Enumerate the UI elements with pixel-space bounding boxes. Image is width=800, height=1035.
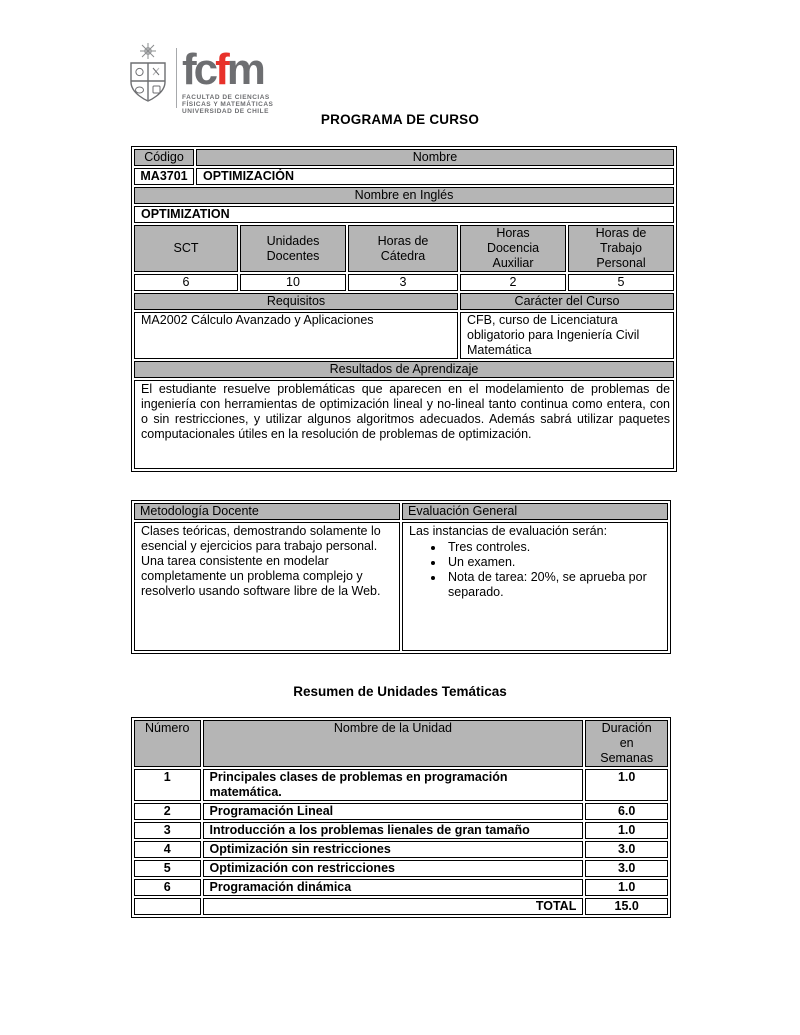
university-shield-icon: [130, 43, 166, 102]
caracter-curso-header: Carácter del Curso: [460, 293, 675, 310]
unit-name: Principales clases de problemas en progr…: [202, 769, 584, 801]
unit-duration: 1.0: [585, 879, 668, 896]
nombre-ingles-header: Nombre en Inglés: [134, 187, 675, 204]
units-summary-table: Número Nombre de la Unidad Duración en S…: [131, 717, 671, 918]
evaluacion-general-text: Las instancias de evaluación serán: Tres…: [402, 522, 668, 651]
methodology-evaluation-table: Metodología Docente Evaluación General C…: [131, 500, 671, 654]
horas-docencia-auxiliar-header: Horas Docencia Auxiliar: [460, 225, 566, 272]
unit-number: 3: [134, 822, 201, 839]
logo-text-block: fcfm FACULTAD DE CIENCIAS FÍSICAS Y MATE…: [182, 42, 273, 116]
sct-value: 6: [134, 274, 238, 291]
fcfm-acronym-part-1: fc: [182, 45, 218, 94]
fcfm-acronym: fcfm: [182, 48, 273, 92]
faculty-caption-line-1: FACULTAD DE CIENCIAS: [182, 94, 270, 101]
page-title: PROGRAMA DE CURSO: [320, 112, 480, 127]
unit-duration: 3.0: [585, 860, 668, 877]
faculty-caption-line-3: UNIVERSIDAD DE CHILE: [182, 108, 269, 115]
table-row: 5 Optimización con restricciones 3.0: [134, 860, 668, 877]
unit-number: 1: [134, 769, 201, 801]
resultados-aprendizaje-header: Resultados de Aprendizaje: [134, 361, 675, 378]
duracion-semanas-header: Duración en Semanas: [585, 720, 668, 767]
unit-name: Programación Lineal: [202, 803, 584, 820]
nombre-ingles-value: OPTIMIZATION: [134, 206, 675, 223]
faculty-caption: FACULTAD DE CIENCIAS FÍSICAS Y MATEMÁTIC…: [182, 94, 273, 115]
unit-number: 6: [134, 879, 201, 896]
fcfm-acronym-part-2: f: [215, 45, 230, 94]
evaluacion-intro: Las instancias de evaluación serán:: [409, 524, 608, 538]
codigo-value: MA3701: [134, 168, 194, 185]
unit-duration: 1.0: [585, 769, 668, 801]
horas-catedra-header: Horas de Cátedra: [348, 225, 458, 272]
table-row: 2 Programación Lineal 6.0: [134, 803, 668, 820]
table-row: 3 Introducción a los problemas lienales …: [134, 822, 668, 839]
unit-name: Optimización sin restricciones: [202, 841, 584, 858]
unit-duration: 1.0: [585, 822, 668, 839]
table-row: 1 Principales clases de problemas en pro…: [134, 769, 668, 801]
codigo-header: Código: [134, 149, 194, 166]
evaluacion-bullet-1: Tres controles.: [445, 540, 664, 555]
evaluacion-general-header: Evaluación General: [402, 503, 668, 520]
evaluacion-bullet-2: Un examen.: [445, 555, 664, 570]
numero-header: Número: [134, 720, 201, 767]
nombre-header: Nombre: [196, 149, 675, 166]
evaluacion-bullet-3: Nota de tarea: 20%, se aprueba por separ…: [445, 570, 664, 600]
unidades-docentes-value: 10: [240, 274, 346, 291]
nombre-unidad-header: Nombre de la Unidad: [202, 720, 584, 767]
horas-catedra-value: 3: [348, 274, 458, 291]
requisitos-header: Requisitos: [134, 293, 458, 310]
units-summary-title: Resumen de Unidades Temáticas: [293, 684, 507, 699]
unit-duration: 3.0: [585, 841, 668, 858]
metodologia-docente-header: Metodología Docente: [134, 503, 400, 520]
fcfm-acronym-part-3: m: [226, 45, 266, 94]
unit-name: Optimización con restricciones: [202, 860, 584, 877]
unit-duration: 6.0: [585, 803, 668, 820]
table-row: 6 Programación dinámica 1.0: [134, 879, 668, 896]
total-row: TOTAL 15.0: [134, 898, 668, 915]
requisitos-value: MA2002 Cálculo Avanzado y Aplicaciones: [134, 312, 458, 359]
nombre-value: OPTIMIZACIÓN: [196, 168, 675, 185]
faculty-caption-line-2: FÍSICAS Y MATEMÁTICAS: [182, 101, 274, 108]
resultados-aprendizaje-text: El estudiante resuelve problemáticas que…: [134, 380, 675, 469]
metodologia-docente-text: Clases teóricas, demostrando solamente l…: [134, 522, 400, 651]
metodologia-paragraph-1: Clases teóricas, demostrando solamente l…: [141, 524, 381, 553]
unit-name: Programación dinámica: [202, 879, 584, 896]
unit-number: 5: [134, 860, 201, 877]
logo-divider: [176, 48, 177, 108]
sct-header: SCT: [134, 225, 238, 272]
unit-number: 2: [134, 803, 201, 820]
evaluacion-bullet-list: Tres controles. Un examen. Nota de tarea…: [409, 540, 664, 600]
course-info-table: Código Nombre MA3701 OPTIMIZACIÓN Nombre…: [131, 146, 678, 472]
horas-trabajo-personal-value: 5: [568, 274, 675, 291]
unit-name: Introducción a los problemas lienales de…: [202, 822, 584, 839]
caracter-curso-value: CFB, curso de Licenciatura obligatorio p…: [460, 312, 675, 359]
unit-number: 4: [134, 841, 201, 858]
horas-docencia-auxiliar-value: 2: [460, 274, 566, 291]
total-value: 15.0: [585, 898, 668, 915]
unidades-docentes-header: Unidades Docentes: [240, 225, 346, 272]
fcfm-logo: fcfm FACULTAD DE CIENCIAS FÍSICAS Y MATE…: [124, 42, 273, 115]
total-label: TOTAL: [202, 898, 584, 915]
table-row: 4 Optimización sin restricciones 3.0: [134, 841, 668, 858]
total-empty-cell: [134, 898, 201, 915]
horas-trabajo-personal-header: Horas de Trabajo Personal: [568, 225, 675, 272]
metodologia-paragraph-2: Una tarea consistente en modelar complet…: [141, 554, 381, 598]
